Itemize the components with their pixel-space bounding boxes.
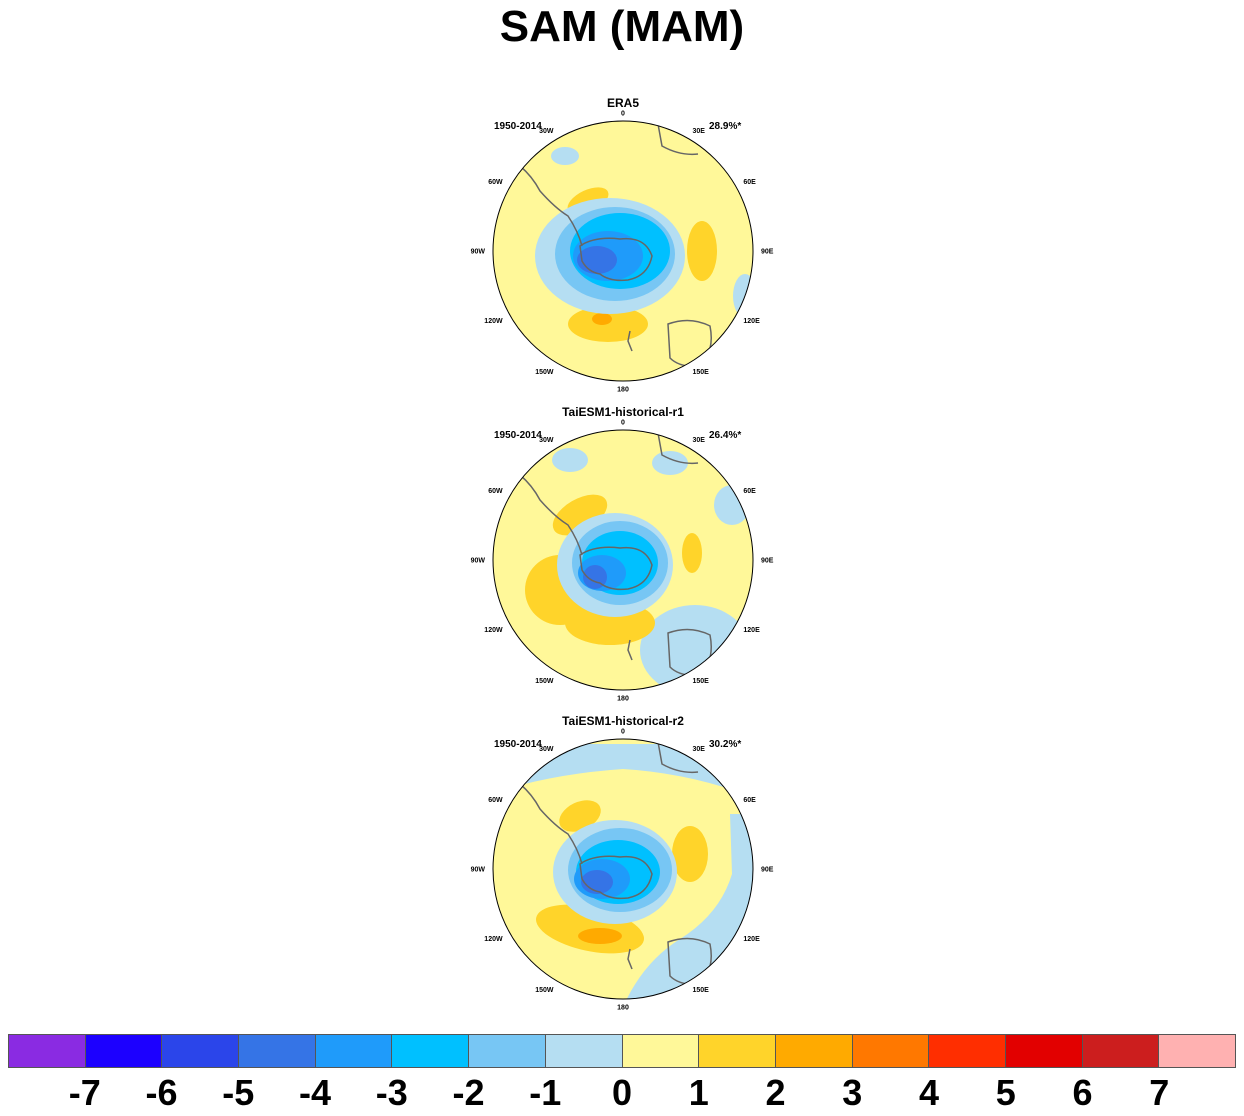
variance-label: 26.4%* [709,430,742,441]
colorbar-tick-label: 2 [765,1072,786,1113]
colorbar [8,1034,1236,1068]
map-panel-r1: TaiESM1-historical-r1 1950-2014 26.4%* [470,405,776,705]
longitude-label: 120W [484,936,503,943]
longitude-label: 150E [693,987,710,994]
figure-title: SAM (MAM) [499,2,745,51]
longitude-label: 60W [488,797,503,804]
colorbar-box [392,1035,470,1067]
period-label: 1950-2014 [494,121,542,132]
variance-label: 28.9%* [709,121,742,132]
longitude-label: 0 [621,729,625,736]
longitude-label: 60E [743,797,756,804]
colorbar-box [929,1035,1006,1067]
longitude-label: 30E [693,437,706,444]
colorbar-box [1159,1035,1235,1067]
colorbar-tick-label: 4 [918,1072,940,1113]
longitude-label: 150W [535,369,554,376]
longitude-label: 90E [761,249,774,256]
longitude-label: 30W [539,746,554,753]
colorbar-tick-label: -2 [452,1072,485,1113]
colorbar-box [162,1035,240,1067]
longitude-label: 180 [617,387,629,394]
colorbar-box [775,1035,853,1067]
longitude-label: 30W [539,437,554,444]
map-panel-r2: TaiESM1-historical-r2 1950-2014 30.2%* 0… [470,714,776,1014]
colorbar-tick-label: -3 [375,1072,408,1113]
colorbar-box [622,1035,700,1067]
colorbar-tick-label: 3 [842,1072,863,1113]
longitude-label: 120W [484,318,503,325]
colorbar-box [469,1035,546,1067]
colorbar-tick-label: -7 [68,1072,101,1113]
longitude-label: 180 [617,1005,629,1012]
colorbar-tick-label: -4 [298,1072,331,1113]
longitude-label: 90W [471,249,486,256]
period-label: 1950-2014 [494,739,542,750]
longitude-label: 150W [535,678,554,685]
longitude-label: 30E [693,128,706,135]
polar-map: 0 30E 60E 90E 120E 150E 180 150W 120W 90W 60W 30W [471,420,774,703]
colorbar-tick-label: 7 [1149,1072,1170,1113]
polar-map: 0 30E 60E 90E 120E 150E 180 150W 120W 90W 60W 30W [471,729,774,1012]
period-label: 1950-2014 [494,430,542,441]
colorbar-box [239,1035,316,1067]
longitude-label: 120E [743,627,760,634]
longitude-label: 90W [471,867,486,874]
variance-label: 30.2%* [709,739,742,750]
longitude-label: 30E [693,746,706,753]
longitude-label: 150E [693,369,710,376]
colorbar-tick-label: 0 [611,1072,633,1113]
colorbar-box [315,1035,393,1067]
colorbar-tick-label: 6 [1072,1072,1093,1113]
longitude-label: 150W [535,987,554,994]
longitude-label: 60W [488,488,503,495]
longitude-label: 30W [539,128,554,135]
longitude-label: 150E [693,678,710,685]
colorbar-tick-label: -5 [222,1072,255,1113]
colorbar-box [545,1035,623,1067]
longitude-label: 0 [621,111,625,118]
longitude-label: 90W [471,558,486,565]
colorbar-box [85,1035,163,1067]
colorbar-tick-label: -1 [529,1072,562,1113]
longitude-label: 60E [743,488,756,495]
longitude-label: 120W [484,627,503,634]
colorbar-box [9,1035,86,1067]
polar-map: 0 30E 60E 90E 120E 150E 180 150W 120W 90W 60W 30W [471,111,774,394]
longitude-label: 120E [743,318,760,325]
colorbar-tick-label: -6 [145,1072,178,1113]
colorbar-box [1005,1035,1083,1067]
longitude-label: 0 [621,420,625,427]
map-panel-era5: ERA5 1950-2014 28.9%* 0 30E 60E 90E 120E 150E… [470,96,776,396]
longitude-label: 60W [488,179,503,186]
longitude-label: 90E [761,558,774,565]
colorbar-tick-label: 5 [995,1072,1016,1113]
panel-title: ERA5 [606,96,639,110]
colorbar-tick-label: 1 [688,1072,709,1113]
panel-title: TaiESM1-historical-r1 [562,405,684,419]
colorbar-box [1082,1035,1160,1067]
longitude-label: 120E [743,936,760,943]
longitude-label: 180 [617,696,629,703]
longitude-label: 90E [761,867,774,874]
panel-title: TaiESM1-historical-r2 [562,714,684,728]
colorbar-box [699,1035,776,1067]
colorbar-box [852,1035,930,1067]
longitude-label: 60E [743,179,756,186]
